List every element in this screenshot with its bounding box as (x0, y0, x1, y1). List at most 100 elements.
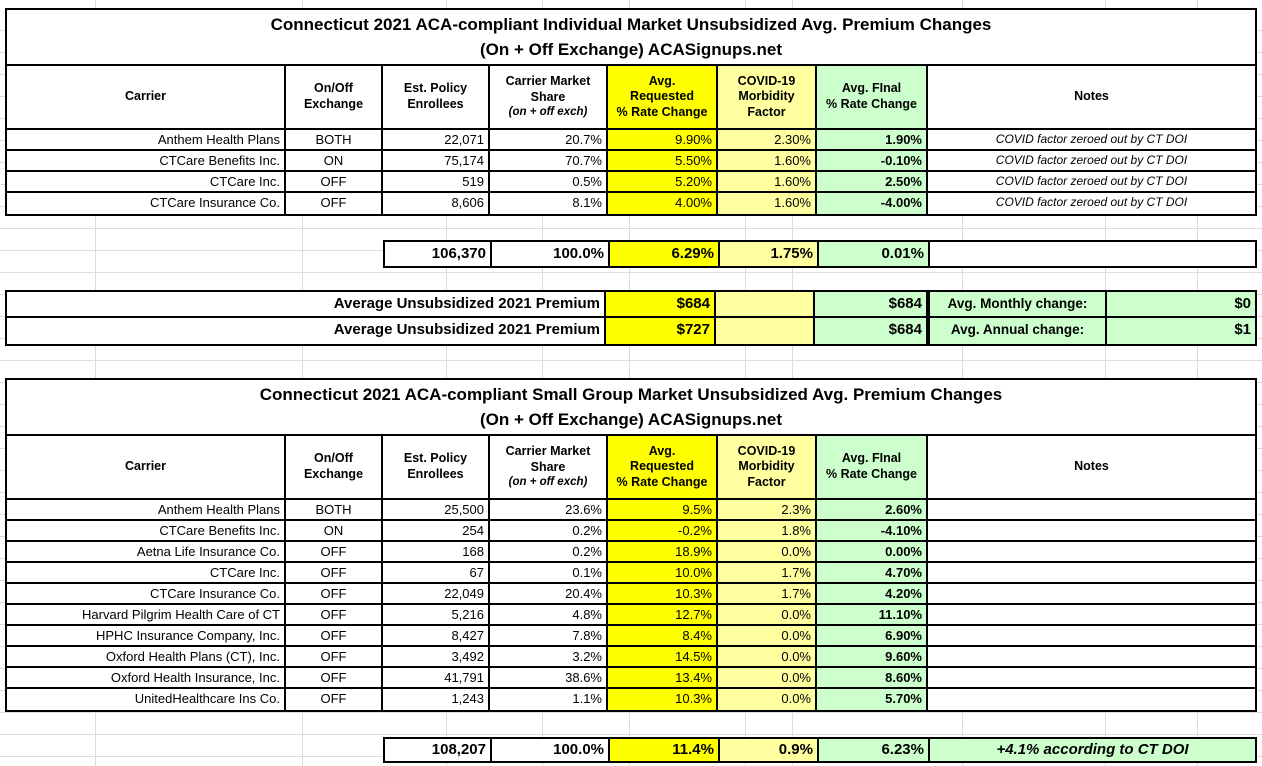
cell-share[interactable]: 4.8% (490, 605, 608, 624)
cell-carrier[interactable]: CTCare Inc. (7, 172, 286, 191)
annual-change-value[interactable]: $1 (1107, 318, 1255, 344)
cell-exchange[interactable]: BOTH (286, 500, 383, 519)
cell-final[interactable]: 2.60% (817, 500, 928, 519)
cell-requested[interactable]: 12.7% (608, 605, 718, 624)
header-enrollees[interactable]: Est. Policy Enrollees (383, 66, 490, 128)
cell-note[interactable] (928, 563, 1255, 582)
header-requested[interactable]: Avg. Requested % Rate Change (608, 436, 718, 498)
total-final[interactable]: 6.23% (819, 739, 930, 761)
cell-covid[interactable]: 0.0% (718, 605, 817, 624)
cell-exchange[interactable]: OFF (286, 626, 383, 645)
annual-change-label[interactable]: Avg. Annual change: (930, 318, 1107, 344)
header-notes[interactable]: Notes (1074, 459, 1109, 474)
cell-carrier[interactable]: CTCare Benefits Inc. (7, 521, 286, 540)
cell-exchange[interactable]: OFF (286, 668, 383, 687)
header-covid[interactable]: COVID-19 Morbidity Factor (718, 66, 817, 128)
cell-final[interactable]: -4.10% (817, 521, 928, 540)
cell-enrollees[interactable]: 8,427 (383, 626, 490, 645)
cell-requested[interactable]: 10.3% (608, 689, 718, 710)
cell-carrier[interactable]: Oxford Health Plans (CT), Inc. (7, 647, 286, 666)
cell-exchange[interactable]: OFF (286, 193, 383, 214)
cell-share[interactable]: 7.8% (490, 626, 608, 645)
cell-enrollees[interactable]: 25,500 (383, 500, 490, 519)
cell-final[interactable]: 1.90% (817, 130, 928, 149)
cell-carrier[interactable]: Aetna Life Insurance Co. (7, 542, 286, 561)
cell-enrollees[interactable]: 41,791 (383, 668, 490, 687)
cell-covid[interactable]: 2.3% (718, 500, 817, 519)
cell-note[interactable]: COVID factor zeroed out by CT DOI (995, 174, 1188, 188)
premium-covid-empty[interactable] (716, 318, 815, 344)
total-share[interactable]: 100.0% (492, 242, 610, 266)
cell-note[interactable] (928, 521, 1255, 540)
cell-covid[interactable]: 1.7% (718, 584, 817, 603)
cell-enrollees[interactable]: 5,216 (383, 605, 490, 624)
cell-note[interactable] (928, 542, 1255, 561)
cell-carrier[interactable]: Anthem Health Plans (7, 130, 286, 149)
cell-carrier[interactable]: Harvard Pilgrim Health Care of CT (7, 605, 286, 624)
cell-share[interactable]: 0.5% (490, 172, 608, 191)
cell-requested[interactable]: 10.0% (608, 563, 718, 582)
header-carrier[interactable]: Carrier (7, 436, 286, 498)
header-market-share[interactable]: Carrier Market Share (on + off exch) (490, 436, 608, 498)
premium-label[interactable]: Average Unsubsidized 2021 Premium (7, 292, 606, 316)
cell-carrier[interactable]: CTCare Insurance Co. (7, 584, 286, 603)
premium-label[interactable]: Average Unsubsidized 2021 Premium (7, 318, 606, 344)
cell-enrollees[interactable]: 22,049 (383, 584, 490, 603)
total-requested[interactable]: 6.29% (610, 242, 720, 266)
premium-requested[interactable]: $727 (606, 318, 716, 344)
cell-enrollees[interactable]: 168 (383, 542, 490, 561)
cell-share[interactable]: 23.6% (490, 500, 608, 519)
cell-share[interactable]: 20.4% (490, 584, 608, 603)
cell-note[interactable] (928, 605, 1255, 624)
cell-carrier[interactable]: Oxford Health Insurance, Inc. (7, 668, 286, 687)
cell-carrier[interactable]: Anthem Health Plans (7, 500, 286, 519)
cell-covid[interactable]: 1.60% (718, 193, 817, 214)
cell-enrollees[interactable]: 254 (383, 521, 490, 540)
cell-exchange[interactable]: OFF (286, 542, 383, 561)
cell-share[interactable]: 70.7% (490, 151, 608, 170)
cell-enrollees[interactable]: 8,606 (383, 193, 490, 214)
header-requested[interactable]: Avg. Requested % Rate Change (608, 66, 718, 128)
premium-final[interactable]: $684 (815, 292, 926, 316)
header-covid[interactable]: COVID-19 Morbidity Factor (718, 436, 817, 498)
cell-final[interactable]: -4.00% (817, 193, 928, 214)
cell-requested[interactable]: 5.50% (608, 151, 718, 170)
cell-enrollees[interactable]: 1,243 (383, 689, 490, 710)
cell-exchange[interactable]: ON (286, 521, 383, 540)
cell-share[interactable]: 20.7% (490, 130, 608, 149)
cell-exchange[interactable]: OFF (286, 563, 383, 582)
cell-final[interactable]: 4.70% (817, 563, 928, 582)
cell-final[interactable]: 4.20% (817, 584, 928, 603)
cell-note[interactable]: COVID factor zeroed out by CT DOI (995, 195, 1188, 209)
header-exchange[interactable]: On/Off Exchange (286, 66, 383, 128)
cell-final[interactable]: 11.10% (817, 605, 928, 624)
cell-carrier[interactable]: UnitedHealthcare Ins Co. (7, 689, 286, 710)
cell-covid[interactable]: 1.60% (718, 172, 817, 191)
cell-final[interactable]: 8.60% (817, 668, 928, 687)
cell-requested[interactable]: 9.5% (608, 500, 718, 519)
cell-final[interactable]: 9.60% (817, 647, 928, 666)
cell-share[interactable]: 0.2% (490, 521, 608, 540)
cell-enrollees[interactable]: 22,071 (383, 130, 490, 149)
header-exchange[interactable]: On/Off Exchange (286, 436, 383, 498)
total-requested[interactable]: 11.4% (610, 739, 720, 761)
cell-covid[interactable]: 0.0% (718, 626, 817, 645)
header-final[interactable]: Avg. FInal % Rate Change (817, 436, 928, 498)
cell-carrier[interactable]: CTCare Inc. (7, 563, 286, 582)
cell-final[interactable]: 5.70% (817, 689, 928, 710)
cell-note[interactable]: COVID factor zeroed out by CT DOI (995, 132, 1188, 146)
cell-covid[interactable]: 0.0% (718, 689, 817, 710)
cell-covid[interactable]: 0.0% (718, 647, 817, 666)
cell-enrollees[interactable]: 3,492 (383, 647, 490, 666)
total-covid[interactable]: 0.9% (720, 739, 819, 761)
cell-note[interactable] (928, 647, 1255, 666)
cell-note[interactable] (928, 584, 1255, 603)
cell-requested[interactable]: 8.4% (608, 626, 718, 645)
cell-requested[interactable]: 4.00% (608, 193, 718, 214)
cell-exchange[interactable]: OFF (286, 647, 383, 666)
cell-note[interactable] (928, 668, 1255, 687)
cell-covid[interactable]: 1.7% (718, 563, 817, 582)
cell-carrier[interactable]: CTCare Benefits Inc. (7, 151, 286, 170)
cell-requested[interactable]: 5.20% (608, 172, 718, 191)
header-carrier[interactable]: Carrier (7, 66, 286, 128)
